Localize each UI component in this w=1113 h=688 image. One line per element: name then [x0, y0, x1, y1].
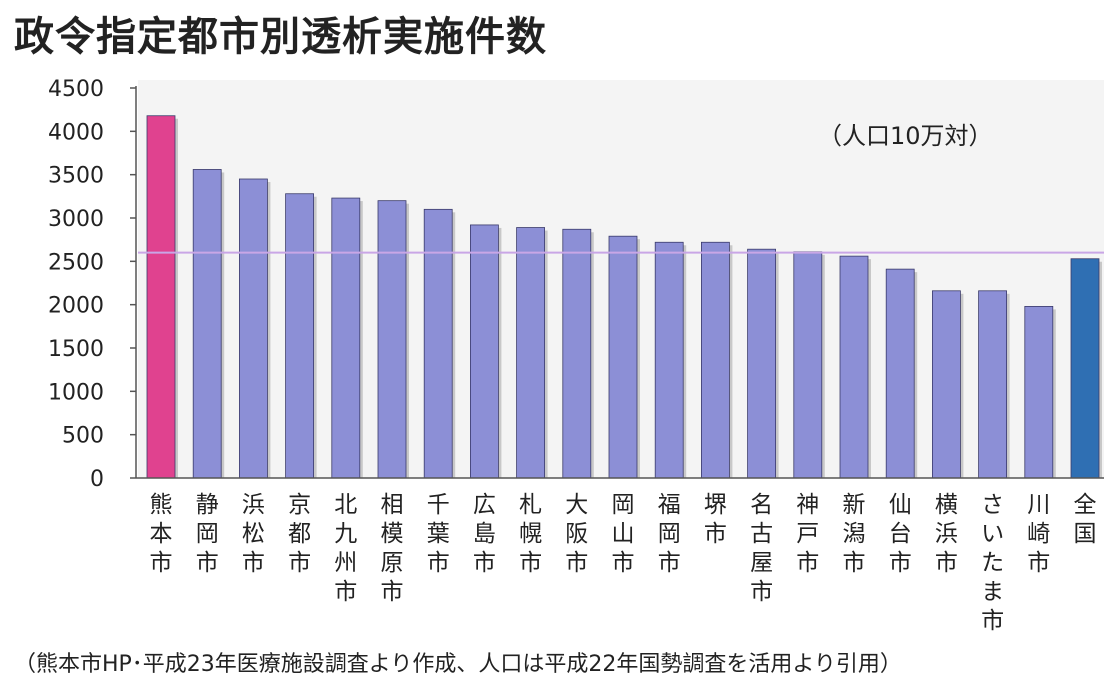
x-category-label: 名古屋市 [750, 492, 773, 605]
bar-川崎市 [1024, 305, 1054, 479]
y-tick-label: 4000 [48, 120, 104, 145]
bar-広島市 [469, 224, 499, 479]
bar-千葉市 [423, 208, 453, 479]
bar-浜松市 [238, 178, 268, 479]
y-tick-label: 3000 [48, 207, 104, 232]
unit-label: （人口10万対） [818, 122, 993, 150]
x-category-label: 静岡市 [196, 492, 219, 576]
x-category-label: 堺市 [704, 492, 727, 547]
x-category-label: 広島市 [473, 492, 496, 576]
x-category-label: 神戸市 [796, 492, 819, 576]
bar-福岡市 [654, 241, 684, 479]
bar-岡山市 [608, 235, 638, 479]
x-category-label: 京都市 [288, 492, 311, 576]
x-category-label: 千葉市 [427, 492, 450, 576]
bar-仙台市 [885, 268, 915, 479]
x-category-label: 新潟市 [843, 492, 866, 576]
bar-横浜市 [932, 290, 961, 479]
y-tick-label: 2000 [48, 294, 104, 319]
bar-熊本市 [146, 115, 176, 479]
y-tick-label: 500 [62, 424, 104, 449]
x-category-label: 仙台市 [889, 492, 912, 576]
source-footnote: （熊本市HP･平成23年医療施設調査より作成、人口は平成22年国勢調査を活用より… [14, 652, 902, 677]
x-category-label: 北九州市 [334, 492, 357, 605]
x-category-label: 全国 [1074, 492, 1097, 547]
x-category-label: 横浜市 [935, 492, 958, 576]
bar-神戸市 [793, 251, 823, 479]
bar-京都市 [285, 193, 315, 479]
bar-新潟市 [839, 255, 869, 479]
x-category-label: 川崎市 [1027, 492, 1050, 576]
chart-title: 政令指定都市別透析実施件数 [14, 14, 547, 60]
y-tick-label: 4500 [48, 77, 104, 102]
x-category-label: 浜松市 [242, 492, 265, 576]
x-category-label: さいたま市 [981, 492, 1004, 634]
y-tick-label: 1500 [48, 337, 104, 362]
bar-名古屋市 [747, 248, 776, 479]
y-tick-label: 1000 [48, 380, 104, 405]
x-category-label: 大阪市 [565, 492, 588, 576]
x-category-label: 熊本市 [150, 492, 173, 576]
bar-北九州市 [331, 197, 361, 479]
bar-相模原市 [377, 200, 407, 479]
y-tick-label: 2500 [48, 250, 104, 275]
bar-全国 [1070, 258, 1100, 479]
bar-静岡市 [192, 169, 222, 479]
x-category-label: 福岡市 [658, 492, 681, 576]
bar-札幌市 [516, 227, 545, 479]
x-category-label: 相模原市 [381, 492, 404, 605]
x-category-label: 札幌市 [519, 492, 542, 576]
bar-大阪市 [562, 228, 592, 479]
bar-さいたま市 [978, 290, 1007, 479]
bar-堺市 [701, 241, 730, 479]
y-tick-label: 3500 [48, 164, 104, 189]
x-category-label: 岡山市 [612, 492, 635, 576]
y-tick-label: 0 [90, 467, 104, 492]
